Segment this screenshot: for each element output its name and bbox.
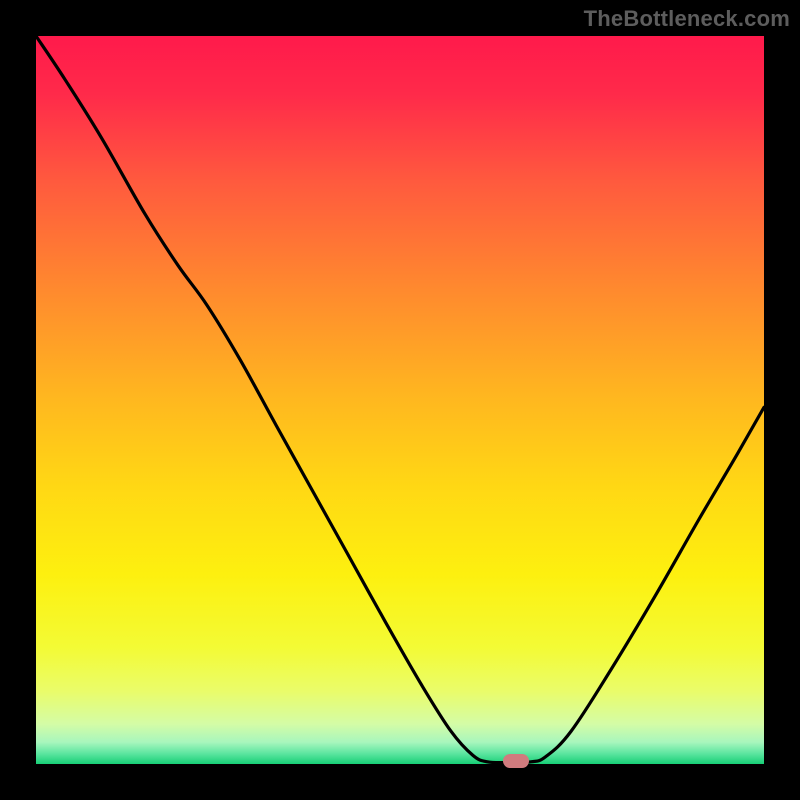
bottleneck-curve-chart <box>36 36 764 764</box>
canvas-frame: TheBottleneck.com <box>0 0 800 800</box>
watermark-text: TheBottleneck.com <box>584 6 790 32</box>
optimal-point-marker <box>503 754 529 768</box>
plot-area <box>36 36 764 764</box>
bottleneck-curve-line <box>36 36 764 763</box>
